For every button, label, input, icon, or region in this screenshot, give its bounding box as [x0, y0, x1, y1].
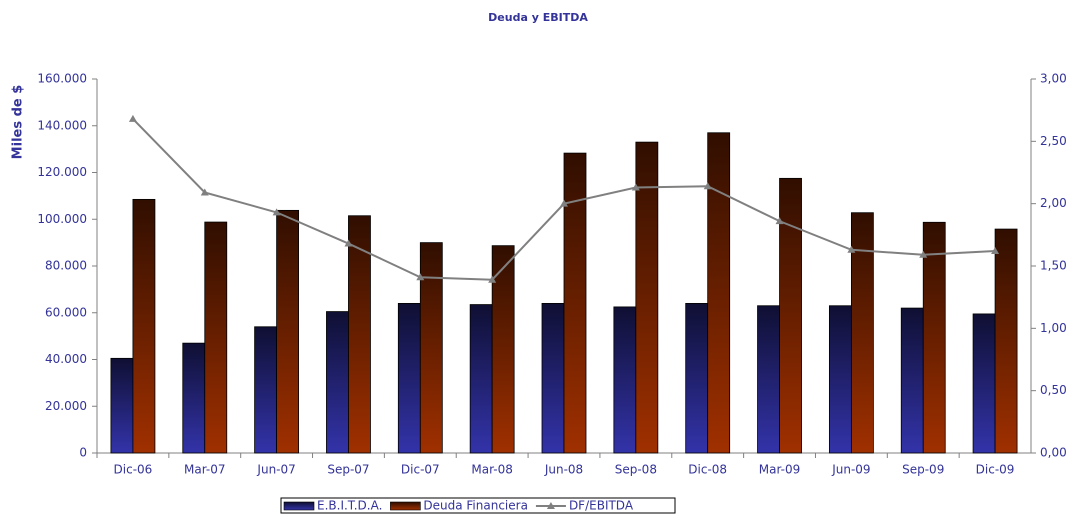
bar: [994, 228, 1018, 454]
line-marker: [631, 183, 640, 191]
y2-tick-label: 0,50: [1040, 383, 1067, 397]
bar: [707, 132, 731, 454]
x-tick-label: Dic-08: [688, 463, 727, 477]
bar: [828, 305, 852, 454]
x-tick-label: Jun-07: [256, 463, 295, 477]
y-tick-label: 160.000: [37, 72, 87, 86]
line-marker: [991, 247, 1000, 255]
bar: [613, 306, 637, 454]
y-tick-label: 0: [79, 446, 87, 460]
line-marker: [200, 188, 209, 196]
legend-marker: [546, 502, 555, 509]
x-tick-label: Mar-09: [759, 463, 800, 477]
x-tick-label: Mar-08: [471, 463, 512, 477]
y2-tick-label: 1,00: [1040, 321, 1067, 335]
bar: [563, 152, 587, 454]
line-marker: [416, 273, 425, 281]
x-tick-label: Dic-07: [401, 463, 440, 477]
y-axis-label: Miles de $: [11, 85, 26, 160]
bar: [779, 177, 802, 454]
line-marker: [847, 245, 856, 253]
bar: [182, 342, 206, 454]
bar: [685, 302, 709, 454]
y-tick-label: 40.000: [45, 352, 87, 366]
bar: [419, 242, 443, 454]
line-marker: [775, 217, 784, 225]
y-tick-label: 120.000: [37, 165, 87, 179]
bar: [254, 326, 278, 454]
y-tick-label: 60.000: [45, 305, 87, 319]
line-marker: [128, 114, 137, 122]
legend-label: Deuda Financiera: [423, 499, 528, 513]
y-tick-label: 100.000: [37, 212, 87, 226]
line-marker: [344, 239, 353, 247]
bar: [110, 357, 134, 454]
bar: [491, 245, 515, 454]
x-tick-label: Jun-09: [831, 463, 870, 477]
legend-label: E.B.I.T.D.A.: [317, 499, 382, 513]
y2-tick-label: 3,00: [1040, 72, 1067, 86]
line-marker: [919, 250, 928, 258]
x-tick-label: Jun-08: [544, 463, 583, 477]
x-tick-label: Sep-07: [327, 463, 369, 477]
bar: [972, 313, 996, 454]
x-tick-label: Mar-07: [184, 463, 225, 477]
y-tick-label: 20.000: [45, 399, 87, 413]
y2-tick-label: 2,50: [1040, 134, 1067, 148]
bar: [635, 141, 659, 454]
bar: [757, 305, 780, 454]
bar: [348, 215, 371, 454]
legend-label: DF/EBITDA: [569, 499, 634, 513]
x-tick-label: Sep-08: [615, 463, 657, 477]
bar: [326, 311, 349, 454]
x-tick-label: Sep-09: [902, 463, 944, 477]
bar: [850, 212, 874, 454]
y2-tick-label: 0,00: [1040, 446, 1067, 460]
bar: [397, 302, 421, 454]
y2-tick-label: 2,00: [1040, 196, 1067, 210]
y2-tick-label: 1,50: [1040, 259, 1067, 273]
y-tick-label: 140.000: [37, 118, 87, 132]
line-marker: [488, 275, 497, 283]
line-marker: [272, 208, 281, 216]
chart-title: Deuda y EBITDA: [488, 11, 588, 24]
legend-swatch: [390, 501, 421, 511]
bar: [204, 221, 228, 454]
bar: [541, 302, 565, 454]
y-tick-label: 80.000: [45, 259, 87, 273]
x-tick-label: Dic-06: [114, 463, 153, 477]
line-marker: [703, 182, 712, 190]
bar: [132, 198, 156, 454]
legend-swatch: [283, 501, 315, 511]
bar: [469, 304, 493, 454]
legend-box: [280, 497, 676, 514]
bar: [900, 307, 924, 454]
bar: [276, 209, 300, 454]
bar: [922, 221, 946, 454]
line-marker: [560, 199, 568, 207]
x-tick-label: Dic-09: [976, 463, 1015, 477]
